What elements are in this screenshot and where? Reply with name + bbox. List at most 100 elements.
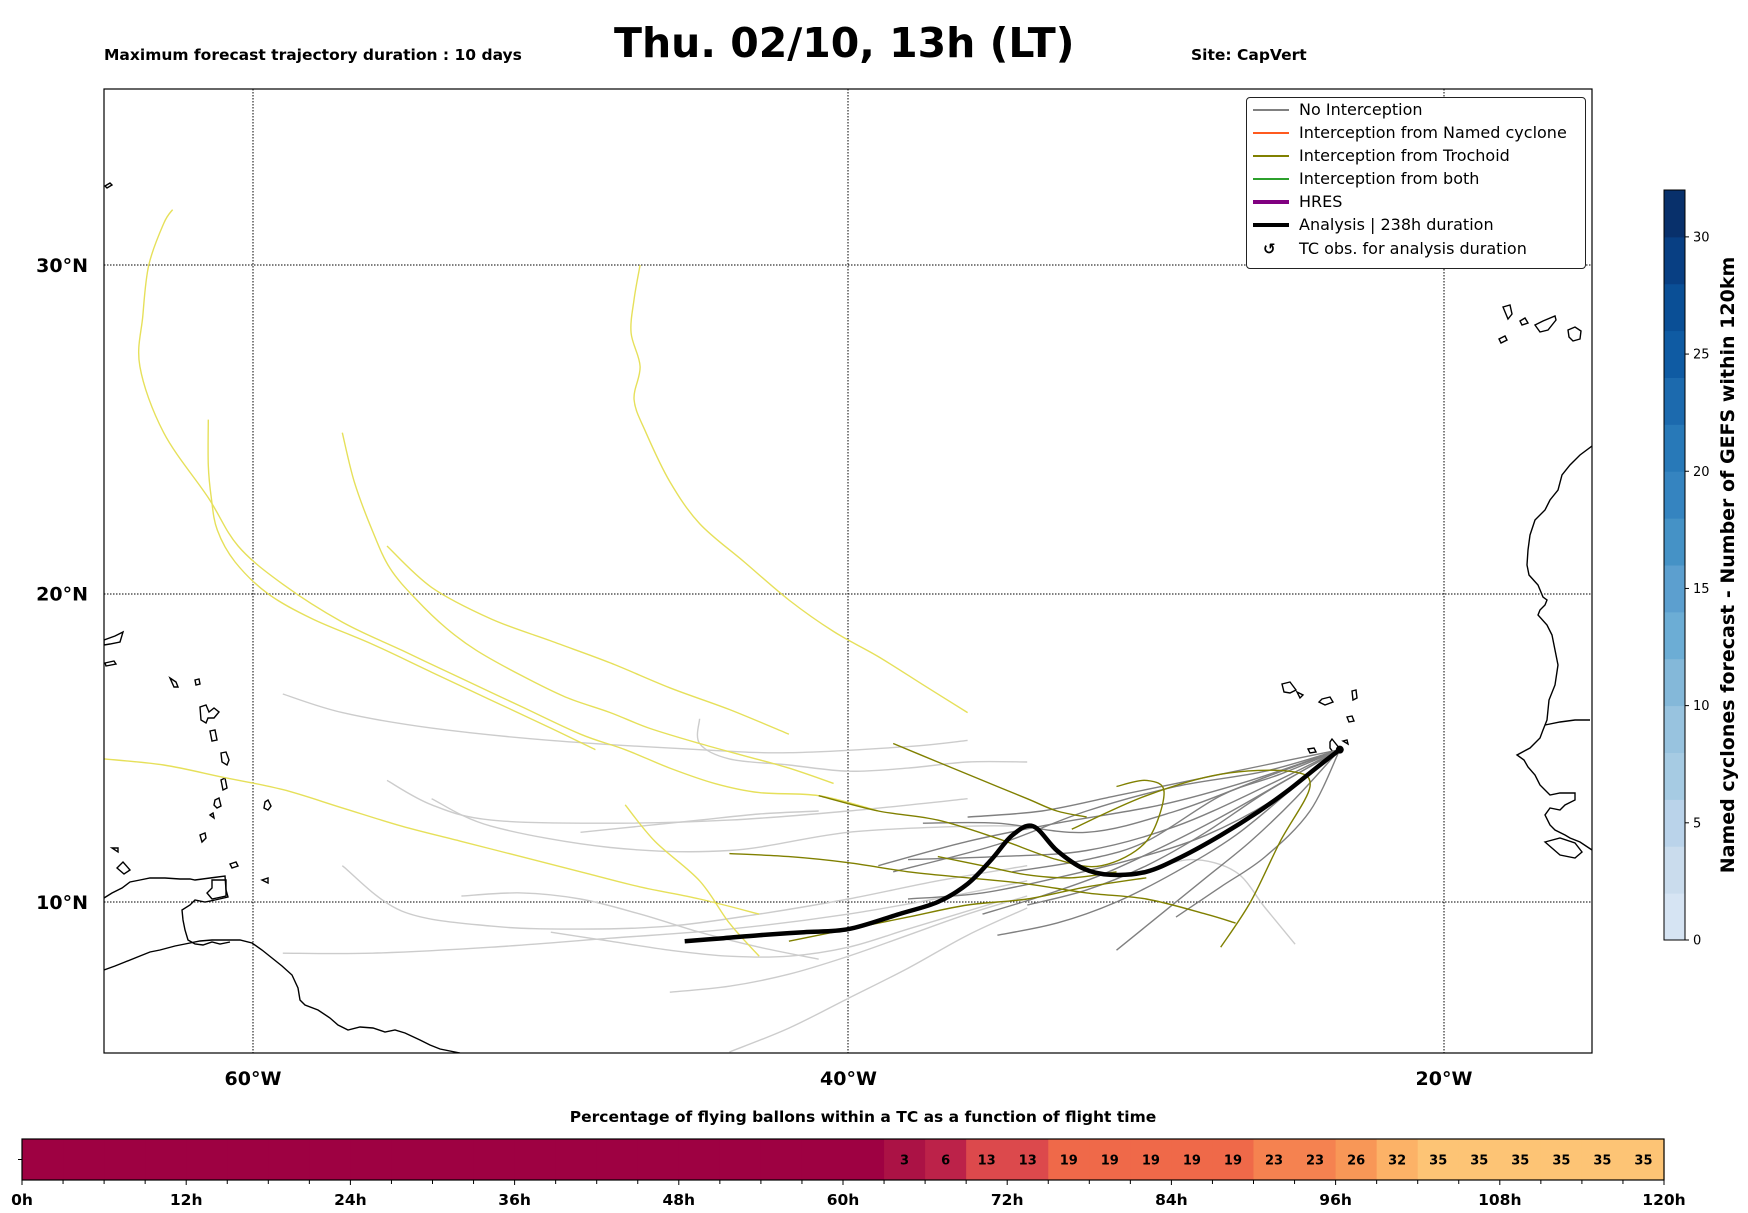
heatmap-cell-label: 35 (1511, 1154, 1529, 1169)
island-st-vincent (213, 796, 222, 809)
trajectory-line (550, 901, 998, 958)
trajectory-line (341, 432, 834, 785)
island-santo-antao (1281, 681, 1298, 694)
coastline-gambia (1544, 719, 1590, 726)
heatmap-cell (596, 1139, 639, 1180)
colorbar-segment (1664, 799, 1685, 847)
trajectory-line (1116, 749, 1341, 951)
y-tick-label: 10°N (36, 892, 88, 914)
trajectory-line (967, 749, 1340, 818)
heatmap-cell (1335, 1139, 1378, 1180)
site-name: Site: CapVert (1191, 46, 1307, 64)
heatmap-cell (1048, 1139, 1090, 1180)
colorbar: 0 5 10 15 20 25 30 (1663, 189, 1710, 949)
heatmap-cell (1540, 1139, 1583, 1180)
trajectory-line (282, 880, 1028, 955)
heatmap-cell (760, 1139, 803, 1180)
heatmap-cell (719, 1139, 762, 1180)
heatmap-x-tick-label: 36h (498, 1191, 531, 1209)
colorbar-frame (1663, 189, 1686, 941)
heatmap-x-tick-label: 24h (334, 1191, 367, 1209)
analysis-track-line (684, 747, 1342, 944)
island-st-lucia (220, 776, 228, 792)
heatmap-cell (801, 1139, 844, 1180)
island-barbados (263, 798, 272, 811)
island-virgin (104, 660, 118, 667)
island-tenerife (1533, 315, 1557, 333)
trajectory-line (341, 865, 1028, 930)
heatmap-cell (1458, 1139, 1501, 1180)
colorbar-segment (1664, 283, 1685, 332)
legend-label: Interception from both (1299, 169, 1480, 188)
x-tick-label: 20°W (1416, 1068, 1473, 1090)
island-sao-vicente (1295, 690, 1305, 700)
coastline-trinidad-venezuela (104, 875, 231, 946)
colorbar-segment (1664, 330, 1685, 378)
heatmap-cell (843, 1139, 885, 1180)
trajectory-line (624, 804, 760, 957)
island-st-kitts (168, 676, 180, 688)
trajectory-line (431, 798, 1028, 853)
y-tick-label: 30°N (36, 255, 88, 277)
heatmap-cell (145, 1139, 187, 1180)
trajectory-line (630, 264, 968, 714)
legend-line-icon (1253, 178, 1289, 180)
heatmap-cell (884, 1139, 926, 1180)
heatmap-cell-label: 19 (1101, 1154, 1119, 1169)
legend: No Interception Interception from Named … (1246, 97, 1586, 269)
trajectory-line (669, 895, 1028, 993)
heatmap-cell (1007, 1139, 1049, 1180)
trajectory-line (386, 545, 790, 735)
legend-label: Interception from Trochoid (1299, 146, 1510, 165)
heatmap-cell-label: 35 (1470, 1154, 1488, 1169)
island-martinique (220, 751, 230, 767)
heatmap-cell (22, 1139, 64, 1180)
heatmap-cell (350, 1139, 393, 1180)
island-grenada (199, 832, 207, 844)
legend-line-icon (1253, 109, 1289, 111)
launch-site-marker (1335, 745, 1344, 754)
island-aruba (109, 847, 132, 875)
trajectory-line (878, 749, 1341, 867)
heatmap-cell (1417, 1139, 1460, 1180)
heatmap-x-tick-label: 0h (11, 1191, 33, 1209)
colorbar-tick-label: 30 (1693, 230, 1710, 245)
colorbar-segment (1664, 518, 1685, 566)
island-gomera (1519, 317, 1530, 326)
island-puerto-rico (104, 630, 125, 646)
island-maio (1346, 715, 1355, 723)
colorbar-segment (1664, 705, 1685, 753)
colorbar-segment (1664, 377, 1685, 425)
island-hierro (1498, 335, 1508, 344)
heatmap-cell-label: 13 (1019, 1154, 1037, 1169)
coastline-west-africa (1515, 445, 1592, 851)
heatmap-x-tick-label: 96h (1319, 1191, 1352, 1209)
trajectory-line (461, 892, 819, 960)
trajectory-line (1071, 769, 1311, 948)
heatmap-cell (186, 1139, 228, 1180)
colorbar-tick-label: 20 (1693, 465, 1710, 480)
map-frame (103, 88, 1593, 1054)
legend-line-icon (1253, 132, 1289, 134)
trajectory-line (1175, 749, 1341, 918)
heatmap-cell-label: 35 (1552, 1154, 1570, 1169)
heatmap-cell-label: 6 (941, 1154, 950, 1169)
heatmap-cell (925, 1139, 967, 1180)
legend-label: HRES (1299, 192, 1343, 211)
island-dominica (209, 729, 218, 742)
heatmap-cell (268, 1139, 310, 1180)
island-grenadines (208, 811, 216, 820)
colorbar-tick-label: 25 (1693, 348, 1710, 363)
heatmap-cell (227, 1139, 269, 1180)
heatmap-cell (1253, 1139, 1296, 1180)
analysis-track-group (684, 745, 1344, 944)
legend-label: No Interception (1299, 100, 1423, 119)
heatmap-x-tick-label: 84h (1155, 1191, 1188, 1209)
track-series-2 (104, 209, 968, 957)
island-la-palma (1502, 304, 1513, 321)
heatmap-cell-label: 23 (1306, 1154, 1324, 1169)
colorbar-segment (1664, 611, 1685, 660)
colorbar-segment (1664, 190, 1685, 238)
colorbar-segment (1664, 424, 1685, 472)
heatmap-cell-label: 19 (1142, 1154, 1160, 1169)
